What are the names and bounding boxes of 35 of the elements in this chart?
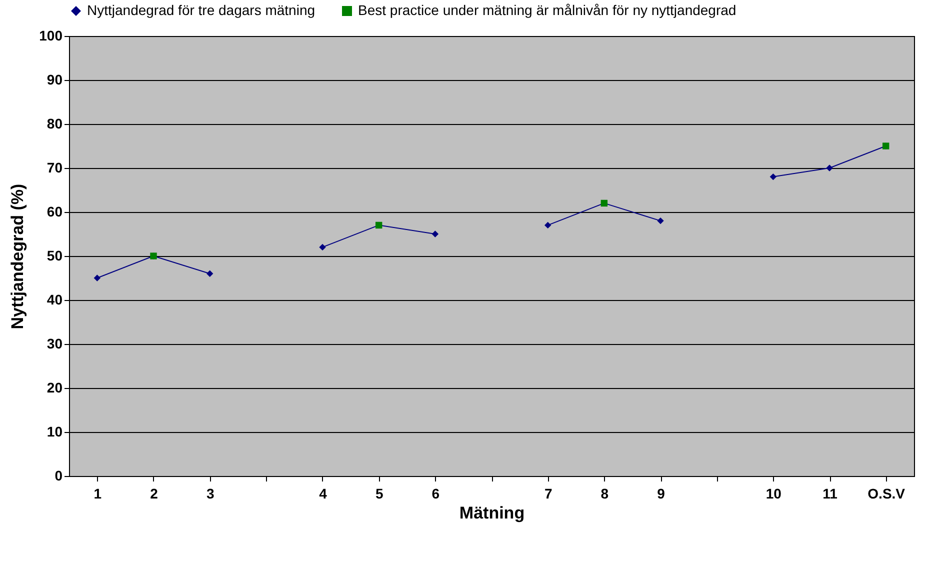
y-tick-label: 100 — [39, 28, 63, 44]
x-tick-label: 4 — [319, 486, 328, 502]
y-tick-label: 20 — [46, 380, 63, 396]
point — [826, 164, 833, 172]
x-tick-label: O.S.V — [868, 486, 906, 502]
x-tick-label: 8 — [600, 486, 609, 502]
point — [432, 230, 439, 238]
x-tick-label: 6 — [432, 486, 440, 502]
x-tick-label: 10 — [766, 486, 782, 502]
point — [657, 217, 664, 224]
point — [94, 274, 101, 282]
x-tick-label: 5 — [375, 486, 384, 502]
x-tick-label: 3 — [206, 486, 214, 502]
y-tick-label: 90 — [46, 72, 63, 88]
x-axis-title: Mätning — [459, 504, 525, 522]
y-axis-title: Nyttjandegrad (%) — [8, 184, 28, 330]
x-tick-label: 7 — [544, 486, 552, 502]
point — [770, 173, 777, 180]
y-tick-label: 40 — [46, 292, 63, 308]
y-tick-label: 60 — [46, 204, 63, 220]
y-tick-label: 0 — [54, 468, 63, 484]
y-tick-label: 10 — [46, 424, 63, 440]
x-tick-label: 2 — [150, 486, 158, 502]
point — [206, 270, 214, 277]
y-tick-label: 50 — [46, 248, 63, 264]
point — [544, 222, 552, 229]
y-tick-label: 30 — [46, 336, 63, 352]
x-tick-label: 11 — [822, 486, 838, 502]
legend-label: Best practice under mätning är målnivån för ny nyttjandegrad — [358, 2, 736, 18]
x-tick-label: 9 — [657, 486, 666, 502]
y-tick-label: 80 — [46, 116, 63, 132]
legend-label: Nyttjandegrad för tre dagars mätning — [87, 2, 316, 18]
x-tick-label: 1 — [94, 486, 102, 502]
point — [319, 244, 326, 251]
y-tick-label: 70 — [46, 160, 63, 176]
